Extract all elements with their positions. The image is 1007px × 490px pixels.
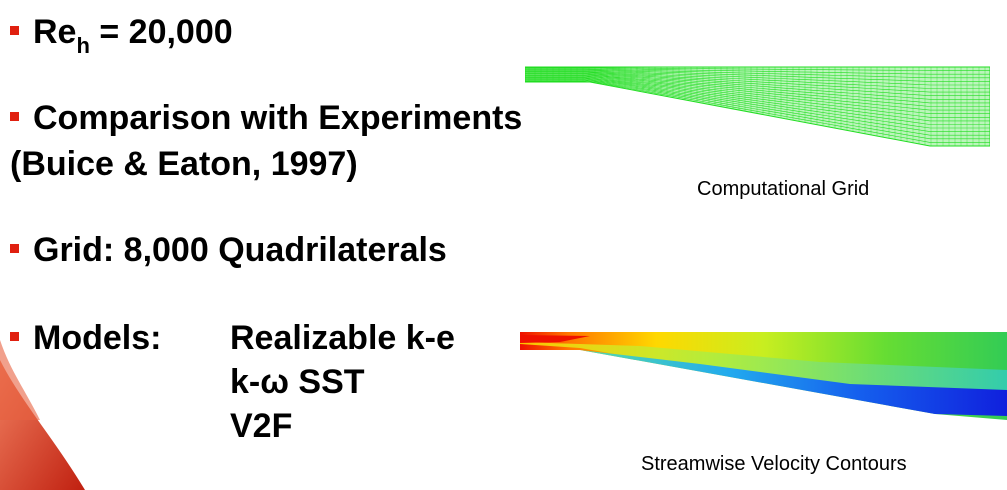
reynolds-subscript: h — [76, 33, 90, 58]
velocity-contours-figure — [520, 332, 1007, 420]
comparison-line1: Comparison with Experiments — [33, 99, 523, 137]
reynolds-value: = 20,000 — [89, 13, 233, 51]
bullet-marker-icon — [10, 243, 19, 253]
model-item: V2F — [230, 407, 293, 445]
velocity-caption: Streamwise Velocity Contours — [641, 453, 907, 475]
bullet-models: Models: — [10, 318, 161, 358]
models-label: Models: — [33, 319, 162, 357]
bullet-marker-icon — [10, 331, 19, 341]
model-item: k-ω SST — [230, 363, 365, 401]
bullet-marker-icon — [10, 25, 19, 35]
bullet-reynolds: Reh = 20,000 — [10, 12, 233, 66]
bullet-grid: Grid: 8,000 Quadrilaterals — [10, 230, 447, 270]
bullet-marker-icon — [10, 111, 19, 121]
decorative-swoosh — [0, 340, 85, 490]
bullet-comparison: Comparison with Experiments — [10, 98, 522, 138]
grid-caption: Computational Grid — [697, 178, 870, 200]
grid-text: Grid: 8,000 Quadrilaterals — [33, 231, 447, 269]
comparison-reference: (Buice & Eaton, 1997) — [10, 145, 358, 183]
reynolds-label: Re — [33, 13, 77, 51]
model-item: Realizable k-e — [230, 319, 455, 357]
computational-grid-figure — [525, 66, 990, 147]
